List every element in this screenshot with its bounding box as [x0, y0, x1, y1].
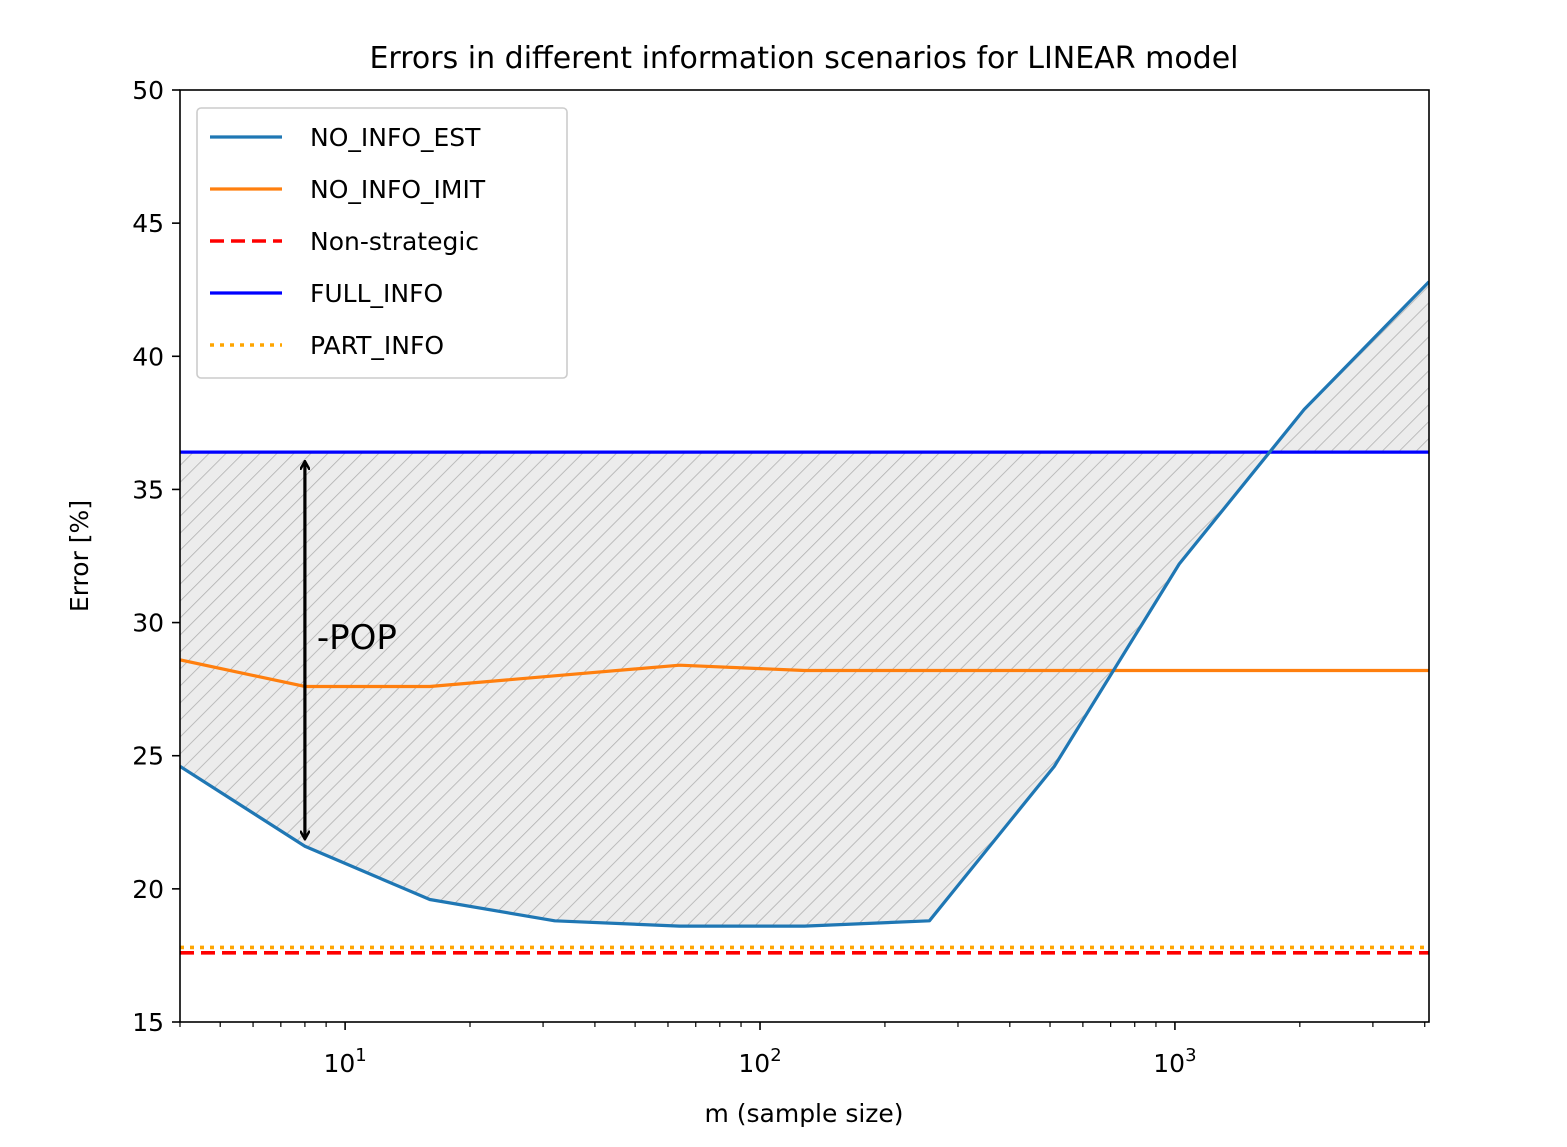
legend: NO_INFO_EST NO_INFO_IMIT Non-strategic FULL…: [196, 107, 568, 379]
y-tick-label: 30: [132, 609, 164, 638]
y-tick-label: 50: [132, 76, 164, 105]
x-tick-label: 103: [1153, 1045, 1196, 1078]
y-tick-label: 25: [132, 742, 164, 771]
plot-frame: [179, 89, 1430, 1023]
y-tick-label: 40: [132, 342, 164, 371]
y-axis-label: Error [%]: [65, 500, 94, 612]
series-no-info-imit-line: [180, 658, 1429, 689]
chart-title: Errors in different information scenario…: [369, 41, 1238, 76]
x-tick-label: 101: [323, 1045, 366, 1078]
legend-label: NO_INFO_EST: [310, 123, 481, 152]
y-tick-label: 20: [132, 875, 164, 904]
hatched-region: [180, 281, 1429, 927]
pop-annotation-label: -POP: [317, 618, 397, 658]
y-tick-label: 45: [132, 209, 164, 238]
x-tick-label: 102: [738, 1045, 781, 1078]
y-axis: 15 20 25 30 35 40 45 50: [132, 76, 180, 1037]
legend-label: NO_INFO_IMIT: [310, 175, 486, 204]
legend-box: [196, 107, 568, 379]
plot-area: [180, 280, 1429, 955]
x-axis-label: m (sample size): [704, 1099, 903, 1128]
legend-label: FULL_INFO: [310, 279, 443, 308]
series-no-info-est-line: [180, 280, 1429, 928]
legend-label: Non-strategic: [310, 227, 479, 256]
y-tick-label: 15: [132, 1008, 164, 1037]
y-tick-label: 35: [132, 475, 164, 504]
x-axis: 101 102 103: [179, 1022, 1426, 1078]
legend-label: PART_INFO: [310, 331, 444, 360]
